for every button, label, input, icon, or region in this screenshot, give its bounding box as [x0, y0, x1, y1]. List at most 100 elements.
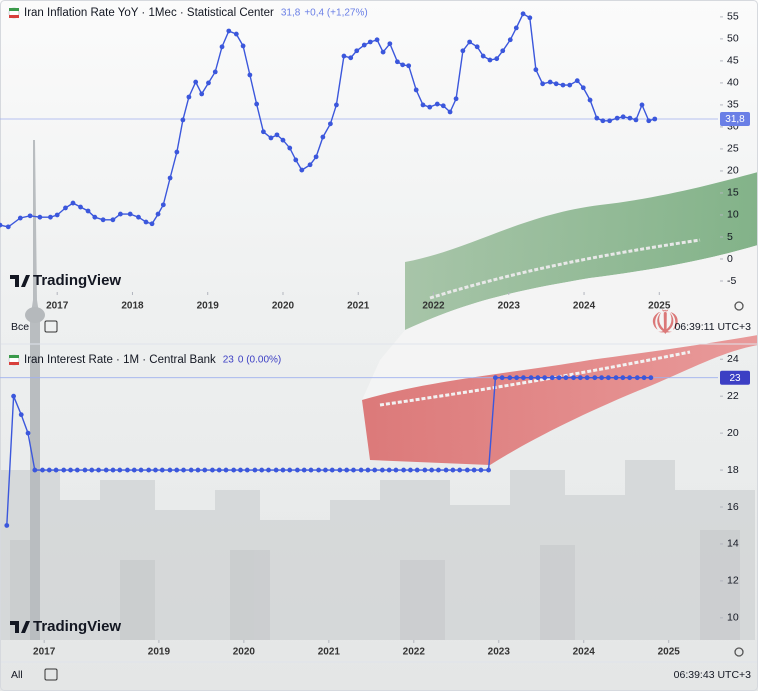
series-point — [125, 467, 130, 473]
series-point — [500, 48, 506, 54]
series-point — [413, 87, 419, 93]
series-point — [329, 467, 335, 473]
series-point — [206, 80, 211, 86]
series-point — [406, 63, 412, 69]
series-point — [37, 214, 43, 220]
series-point — [627, 115, 633, 121]
series-point — [443, 467, 449, 473]
series-point — [219, 44, 225, 50]
series-point — [193, 79, 199, 85]
y-tick-label: 15 — [727, 187, 739, 199]
y-tick-label: 18 — [727, 464, 739, 476]
series-point — [571, 375, 576, 381]
series-point — [471, 467, 477, 473]
series-point — [160, 202, 166, 208]
series-point — [514, 375, 520, 381]
series-point — [53, 467, 59, 473]
series-point — [153, 467, 158, 473]
flag-icon-green — [9, 8, 19, 11]
series-point — [474, 44, 480, 50]
series-point — [46, 467, 52, 473]
series-point — [216, 467, 222, 473]
series-point — [212, 69, 218, 75]
series-point — [379, 467, 385, 473]
series-point — [32, 467, 38, 473]
price-tag — [720, 112, 750, 127]
series-point — [394, 59, 400, 65]
series-point — [542, 375, 548, 381]
settings-button[interactable] — [734, 647, 744, 657]
svg-text:☫: ☫ — [650, 303, 680, 343]
series-point — [620, 114, 626, 120]
x-tick-label: 2020 — [233, 647, 256, 658]
range-button[interactable]: Все — [11, 321, 29, 333]
series-point — [127, 211, 133, 217]
series-point — [334, 102, 339, 108]
series-point — [273, 467, 279, 473]
series-point — [574, 78, 580, 84]
x-tick-label: 2022 — [403, 647, 426, 658]
series-point — [361, 42, 367, 48]
series-point — [367, 39, 373, 45]
x-tick-label: 2024 — [573, 647, 596, 658]
series-point — [293, 157, 299, 163]
series-point — [181, 467, 186, 473]
series-point — [238, 467, 243, 473]
series-point — [27, 213, 33, 219]
series-point — [646, 118, 652, 124]
calendar-button[interactable] — [44, 320, 58, 333]
flag-icon-red — [9, 15, 19, 18]
series-point — [11, 393, 16, 399]
x-tick-label: 2019 — [148, 647, 171, 658]
x-tick-label: 2021 — [318, 647, 341, 658]
series-point — [553, 81, 559, 87]
y-tick-label: 16 — [727, 501, 739, 513]
series-point — [605, 375, 611, 381]
series-point — [429, 467, 435, 473]
series-point — [420, 102, 426, 108]
x-tick-label: 2022 — [422, 301, 445, 312]
series-point — [587, 97, 593, 103]
series-point — [254, 101, 260, 107]
series-point — [103, 467, 109, 473]
series-point — [17, 215, 23, 221]
series-point — [195, 467, 201, 473]
series-point — [614, 115, 620, 121]
series-point — [450, 467, 456, 473]
series-point — [520, 11, 526, 17]
y-tick-label: 20 — [727, 165, 739, 177]
series-point — [560, 82, 566, 88]
series-point — [143, 219, 149, 225]
series-point — [146, 467, 152, 473]
series-point — [641, 375, 647, 381]
series-point — [594, 115, 600, 121]
series-point — [40, 467, 45, 473]
series-point — [540, 81, 546, 87]
change: 0 (0.00%) — [238, 355, 281, 366]
series-point — [110, 467, 116, 473]
flag-icon-green — [9, 355, 19, 358]
series-point — [365, 467, 371, 473]
last-value: 31,8 — [281, 8, 301, 19]
series-point — [358, 467, 364, 473]
series-point — [96, 467, 101, 473]
series-point — [54, 212, 60, 218]
series-point — [607, 118, 613, 124]
y-tick-label: 35 — [727, 99, 739, 111]
series-point — [186, 94, 192, 100]
logo — [10, 275, 30, 287]
series-point — [89, 467, 95, 473]
series-point — [577, 375, 583, 381]
series-point — [337, 467, 343, 473]
series-point — [457, 467, 463, 473]
range-button[interactable]: All — [11, 669, 23, 681]
calendar-button[interactable] — [44, 668, 58, 681]
series-point — [556, 375, 562, 381]
x-tick-label: 2017 — [46, 301, 69, 312]
series-point — [323, 467, 328, 473]
settings-button[interactable] — [734, 301, 744, 311]
series-point — [599, 375, 604, 381]
series-point — [414, 467, 420, 473]
series-point — [63, 205, 68, 211]
series-point — [634, 375, 640, 381]
